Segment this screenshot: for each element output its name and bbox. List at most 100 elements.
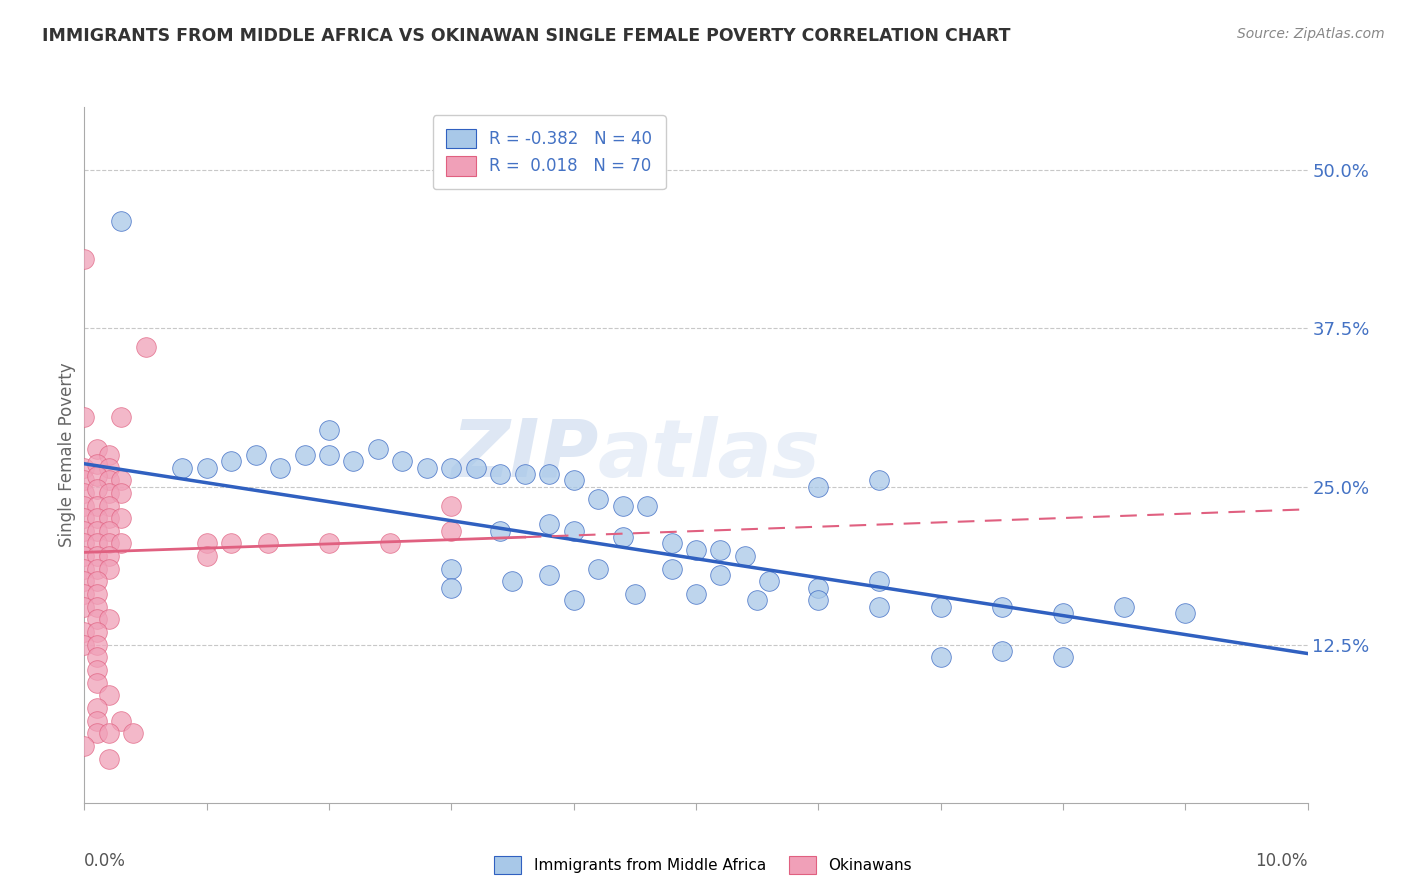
Text: IMMIGRANTS FROM MIDDLE AFRICA VS OKINAWAN SINGLE FEMALE POVERTY CORRELATION CHAR: IMMIGRANTS FROM MIDDLE AFRICA VS OKINAWA… — [42, 27, 1011, 45]
Point — [219, 454, 242, 468]
Point — [586, 492, 609, 507]
Point — [73, 549, 96, 563]
Point — [318, 423, 340, 437]
Point — [538, 467, 561, 481]
Point — [86, 549, 108, 563]
Point — [73, 574, 96, 589]
Point — [86, 442, 108, 456]
Point — [562, 524, 585, 538]
Point — [73, 486, 96, 500]
Point — [807, 593, 830, 607]
Point — [172, 460, 194, 475]
Point — [73, 460, 96, 475]
Point — [869, 574, 891, 589]
Point — [86, 663, 108, 677]
Point — [586, 562, 609, 576]
Point — [97, 562, 120, 576]
Point — [661, 562, 683, 576]
Point — [318, 536, 340, 550]
Point — [807, 581, 830, 595]
Point — [367, 442, 389, 456]
Point — [73, 536, 96, 550]
Point — [73, 599, 96, 614]
Point — [97, 536, 120, 550]
Point — [110, 473, 132, 487]
Point — [758, 574, 780, 589]
Point — [86, 650, 108, 665]
Point — [464, 460, 486, 475]
Point — [73, 473, 96, 487]
Point — [86, 524, 108, 538]
Point — [709, 568, 731, 582]
Point — [869, 599, 891, 614]
Point — [86, 499, 108, 513]
Point — [257, 536, 280, 550]
Point — [73, 409, 96, 424]
Point — [97, 486, 120, 500]
Point — [86, 562, 108, 576]
Point — [624, 587, 647, 601]
Point — [97, 499, 120, 513]
Point — [86, 612, 108, 626]
Point — [73, 499, 96, 513]
Point — [440, 562, 463, 576]
Point — [97, 612, 120, 626]
Text: ZIP: ZIP — [451, 416, 598, 494]
Text: Source: ZipAtlas.com: Source: ZipAtlas.com — [1237, 27, 1385, 41]
Point — [86, 599, 108, 614]
Point — [562, 473, 585, 487]
Point — [440, 499, 463, 513]
Text: 10.0%: 10.0% — [1256, 852, 1308, 870]
Point — [929, 650, 952, 665]
Point — [502, 574, 524, 589]
Point — [489, 467, 512, 481]
Point — [73, 562, 96, 576]
Point — [294, 448, 316, 462]
Point — [110, 409, 132, 424]
Point — [807, 479, 830, 493]
Point — [73, 625, 96, 640]
Point — [86, 726, 108, 740]
Legend: Immigrants from Middle Africa, Okinawans: Immigrants from Middle Africa, Okinawans — [488, 850, 918, 880]
Point — [991, 644, 1014, 658]
Point — [685, 587, 707, 601]
Point — [86, 714, 108, 728]
Point — [562, 593, 585, 607]
Point — [110, 714, 132, 728]
Point — [195, 549, 218, 563]
Point — [73, 524, 96, 538]
Point — [135, 340, 157, 354]
Point — [86, 701, 108, 715]
Point — [612, 530, 634, 544]
Point — [110, 214, 132, 228]
Point — [97, 549, 120, 563]
Point — [97, 688, 120, 702]
Point — [342, 454, 364, 468]
Point — [86, 511, 108, 525]
Point — [991, 599, 1014, 614]
Point — [86, 675, 108, 690]
Point — [97, 751, 120, 765]
Point — [195, 536, 218, 550]
Point — [73, 587, 96, 601]
Point — [391, 454, 413, 468]
Point — [661, 536, 683, 550]
Point — [110, 486, 132, 500]
Point — [1174, 606, 1197, 620]
Point — [380, 536, 402, 550]
Point — [97, 460, 120, 475]
Point — [73, 739, 96, 753]
Point — [86, 625, 108, 640]
Point — [73, 511, 96, 525]
Point — [269, 460, 291, 475]
Point — [869, 473, 891, 487]
Point — [73, 252, 96, 266]
Point — [538, 517, 561, 532]
Point — [440, 460, 463, 475]
Point — [86, 536, 108, 550]
Point — [97, 726, 120, 740]
Point — [97, 524, 120, 538]
Point — [709, 542, 731, 557]
Point — [86, 457, 108, 471]
Point — [440, 581, 463, 595]
